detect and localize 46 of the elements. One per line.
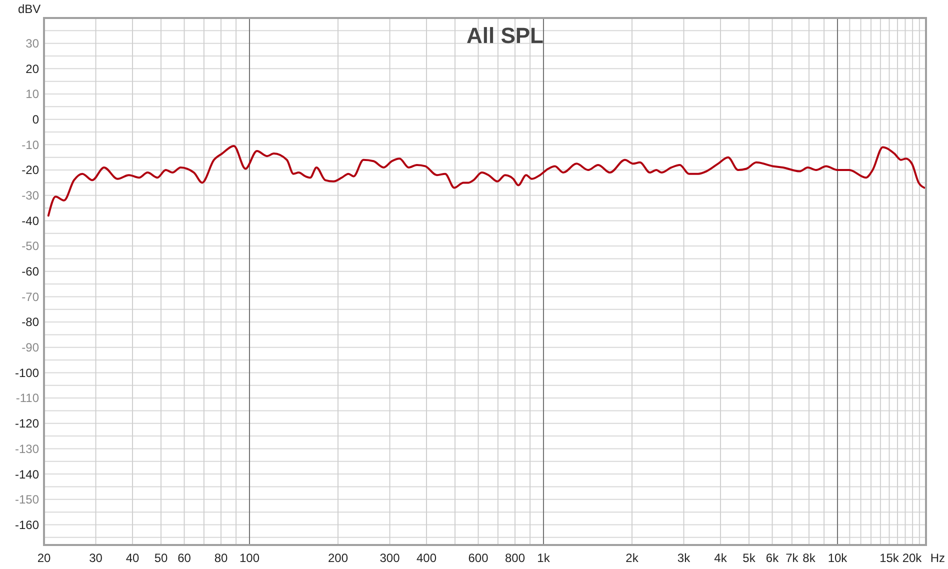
y-tick-label: -20 bbox=[22, 163, 40, 178]
x-tick-label: 7k bbox=[786, 551, 800, 565]
x-tick-label: 800 bbox=[504, 551, 526, 565]
x-tick-label: 5k bbox=[742, 551, 756, 565]
y-tick-label: -80 bbox=[22, 315, 40, 330]
x-tick-label: 15k bbox=[880, 551, 900, 565]
chart-title: All SPL bbox=[466, 23, 544, 48]
y-tick-label: 0 bbox=[32, 112, 40, 127]
x-tick-label: 300 bbox=[380, 551, 400, 565]
y-tick-label: -50 bbox=[22, 239, 40, 254]
x-tick-label: 2k bbox=[626, 551, 640, 565]
y-tick-label: 10 bbox=[26, 87, 40, 102]
y-tick-label: -90 bbox=[22, 340, 40, 355]
y-tick-label: 20 bbox=[26, 62, 40, 76]
y-tick-label: 30 bbox=[26, 36, 40, 51]
y-axis-title: dBV bbox=[18, 2, 41, 16]
x-tick-label: 20 bbox=[37, 551, 51, 565]
y-tick-label: -120 bbox=[14, 416, 40, 431]
x-tick-label: 6k bbox=[766, 551, 780, 565]
x-tick-label: 1k bbox=[537, 551, 551, 565]
y-tick-label: -140 bbox=[14, 467, 40, 482]
y-tick-label: -100 bbox=[14, 366, 40, 380]
x-tick-label: 10k bbox=[828, 551, 848, 565]
y-tick-label: -40 bbox=[22, 214, 40, 228]
y-tick-label: -150 bbox=[14, 492, 40, 507]
x-tick-label: 400 bbox=[416, 551, 437, 565]
x-tick-label: 20k bbox=[902, 551, 923, 565]
y-tick-label: -130 bbox=[14, 442, 40, 456]
x-tick-label: 60 bbox=[178, 551, 192, 565]
x-tick-label: 100 bbox=[239, 551, 260, 565]
x-tick-label: 200 bbox=[328, 551, 348, 565]
y-tick-label: -10 bbox=[22, 138, 40, 152]
x-tick-label: 50 bbox=[154, 551, 168, 565]
x-tick-label: 30 bbox=[89, 551, 103, 565]
y-tick-label: -30 bbox=[22, 188, 40, 203]
y-tick-label: -110 bbox=[16, 391, 40, 406]
y-tick-label: -60 bbox=[22, 264, 40, 279]
y-tick-label: -160 bbox=[14, 518, 40, 532]
x-tick-label: 600 bbox=[468, 551, 489, 565]
y-tick-label: -70 bbox=[22, 290, 40, 304]
x-tick-label: 4k bbox=[714, 551, 728, 565]
x-tick-label: 3k bbox=[677, 551, 692, 565]
x-tick-label: 80 bbox=[214, 551, 228, 565]
x-axis-title: Hz bbox=[930, 551, 945, 565]
x-tick-label: 40 bbox=[126, 551, 140, 565]
x-tick-label: 8k bbox=[802, 551, 816, 565]
